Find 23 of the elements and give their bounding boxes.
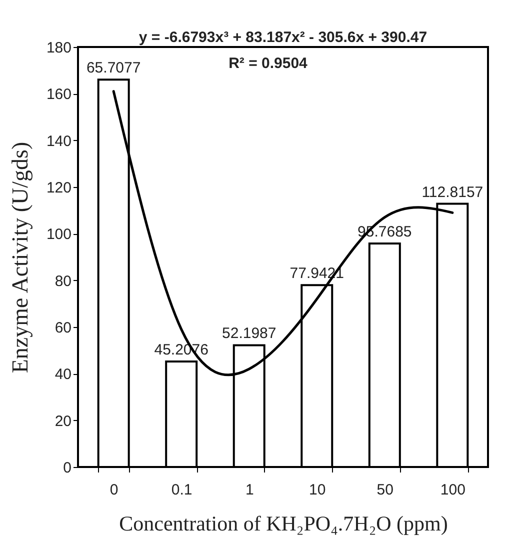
y-tick-label: 140 [46,132,72,150]
y-tick-label: 160 [46,86,72,104]
x-tick-label: 0 [110,482,118,498]
y-tick-label: 0 [63,460,72,476]
y-tick-label: 100 [46,226,72,244]
x-tick-label: 50 [376,482,394,498]
x-tick-label: 1 [245,482,254,498]
y-tick-label: 40 [54,366,72,384]
annotation: 65.7077 [86,60,141,77]
y-tick-label: 60 [54,320,72,336]
text: y = -6.6793x³ + 83.187x² - 305.6x + 390.47 [138,29,428,46]
x-tick-label: 100 [440,482,466,498]
y-tick-label: 180 [46,40,72,56]
data-label: 52.1987 [222,325,276,342]
y-axis-title: Enzyme Activity (U/gds) [7,142,32,374]
y-tick-label: 20 [54,412,72,430]
x-tick-label: 10 [309,482,326,498]
y-tick-label: 120 [46,180,72,196]
x-tick-label: 0.1 [171,482,192,498]
data-label: 112.8157 [422,184,484,201]
x-axis-title: Concentration of KH₂PO₄.7H₂O (ppm) [119,512,448,536]
annotation: R² = 0.9504 [228,55,308,72]
y-tick-label: 80 [54,272,72,290]
